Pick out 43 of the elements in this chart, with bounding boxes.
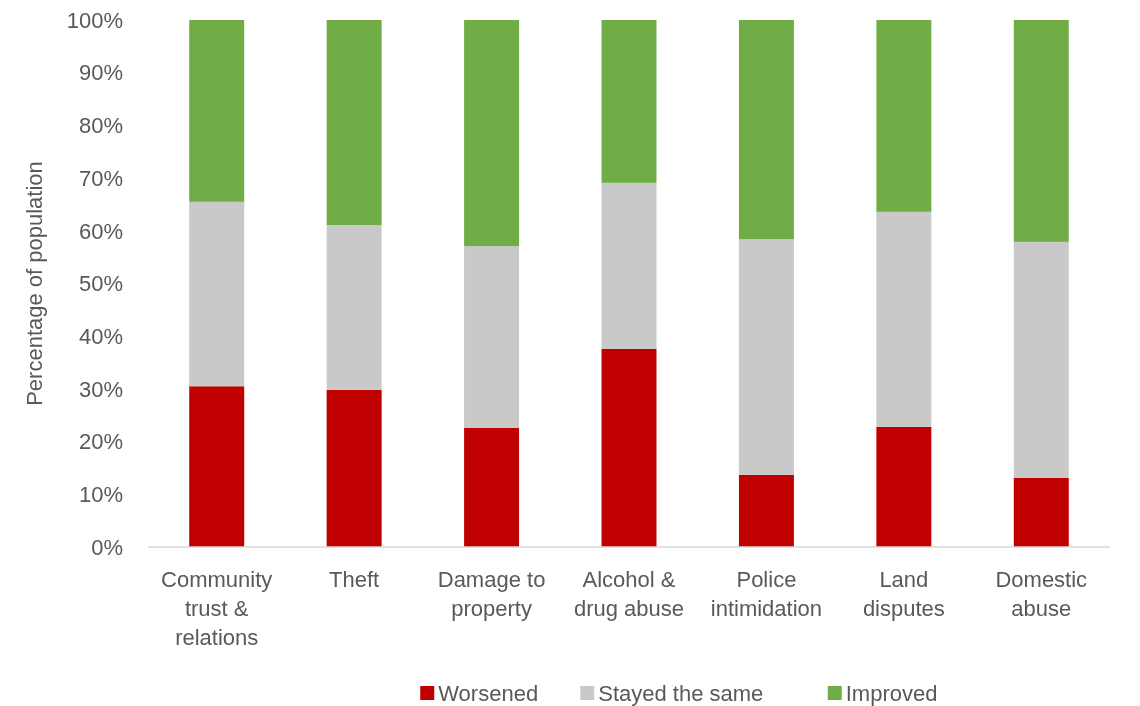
bar bbox=[464, 427, 520, 547]
bar bbox=[1013, 477, 1069, 547]
bar bbox=[189, 201, 245, 387]
bar bbox=[326, 225, 382, 390]
bar bbox=[189, 386, 245, 547]
legend-label: Stayed the same bbox=[598, 680, 764, 706]
bar bbox=[189, 20, 245, 202]
bar bbox=[326, 20, 382, 225]
x-tick-label: Alcohol & drug abuse bbox=[573, 567, 685, 621]
bar bbox=[326, 389, 382, 547]
y-tick-label: 40% bbox=[78, 323, 123, 349]
y-tick-label: 0% bbox=[91, 534, 123, 560]
y-tick-label: 90% bbox=[78, 60, 123, 86]
legend-label: Improved bbox=[845, 680, 938, 706]
bar bbox=[738, 474, 794, 547]
bar bbox=[738, 20, 794, 240]
x-tick-label: Theft bbox=[329, 567, 380, 592]
legend-label: Worsened bbox=[438, 680, 539, 706]
bar bbox=[601, 182, 657, 349]
y-tick-label: 60% bbox=[78, 218, 123, 244]
bar bbox=[601, 20, 657, 183]
x-tick-label: Police intimidation bbox=[710, 567, 823, 621]
y-axis-title: Percentage of population bbox=[22, 161, 47, 406]
x-tick-label: Community trust & relations bbox=[161, 567, 273, 650]
bar bbox=[738, 239, 794, 475]
bar bbox=[464, 20, 520, 247]
x-tick-label: Damage to property bbox=[437, 567, 546, 621]
bar bbox=[464, 246, 520, 428]
y-tick-label: 70% bbox=[78, 165, 123, 191]
x-tick-label: Domestic abuse bbox=[995, 567, 1088, 621]
y-tick-label: 30% bbox=[78, 376, 123, 402]
bar bbox=[1013, 20, 1069, 242]
y-tick-label: 50% bbox=[78, 271, 123, 297]
y-tick-label: 10% bbox=[78, 482, 123, 507]
y-tick-label: 20% bbox=[78, 429, 123, 455]
bar bbox=[1013, 241, 1069, 478]
bar bbox=[876, 211, 932, 427]
bar bbox=[876, 20, 932, 212]
bar bbox=[601, 348, 657, 547]
x-tick-label: Land disputes bbox=[862, 567, 945, 621]
y-tick-label: 100% bbox=[66, 7, 123, 33]
bar bbox=[876, 426, 932, 547]
y-tick-label: 80% bbox=[78, 113, 123, 139]
